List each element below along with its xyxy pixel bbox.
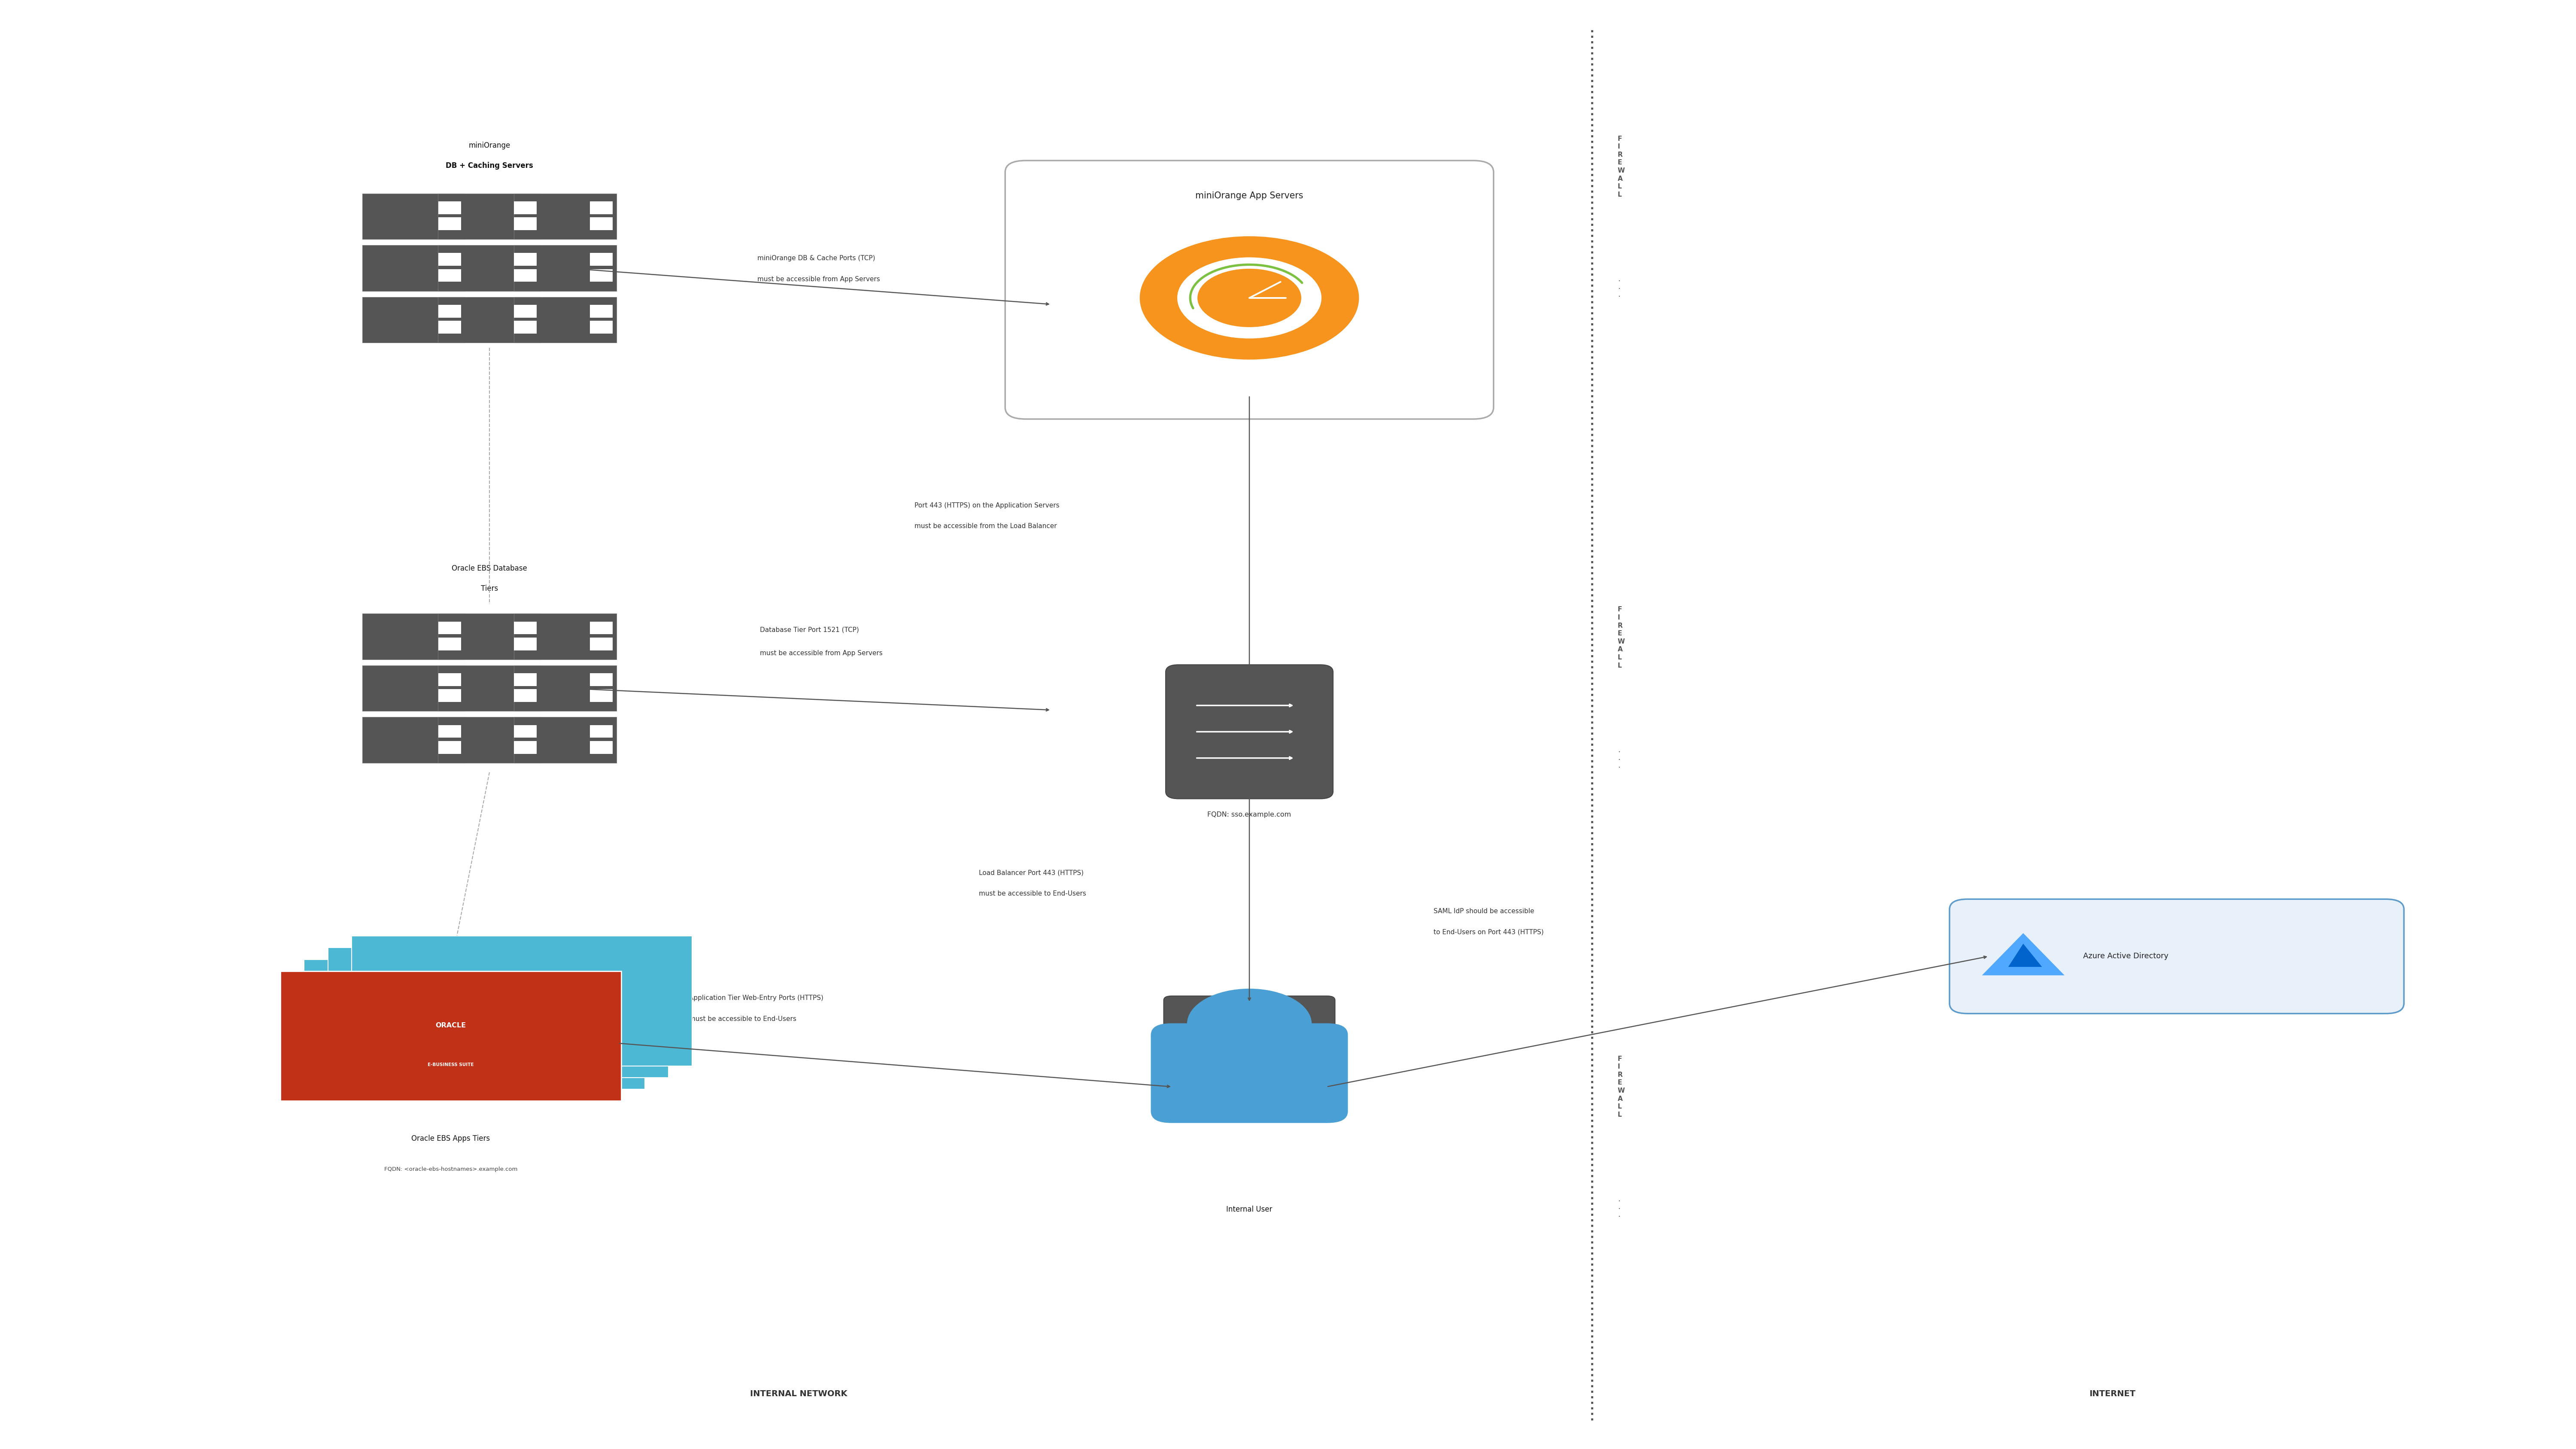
Polygon shape bbox=[1981, 933, 2063, 975]
FancyBboxPatch shape bbox=[438, 194, 541, 239]
FancyBboxPatch shape bbox=[438, 217, 461, 230]
Text: F
I
R
E
W
A
L
L: F I R E W A L L bbox=[1618, 135, 1625, 199]
Circle shape bbox=[1198, 268, 1301, 327]
FancyBboxPatch shape bbox=[590, 674, 613, 685]
FancyBboxPatch shape bbox=[590, 304, 613, 317]
FancyBboxPatch shape bbox=[304, 959, 644, 1090]
FancyBboxPatch shape bbox=[590, 638, 613, 651]
Text: SAML IdP should be accessible: SAML IdP should be accessible bbox=[1432, 909, 1535, 914]
Text: F
I
R
E
W
A
L
L: F I R E W A L L bbox=[1618, 1055, 1625, 1119]
Text: miniOrange: miniOrange bbox=[469, 142, 510, 149]
FancyBboxPatch shape bbox=[327, 948, 670, 1078]
FancyBboxPatch shape bbox=[1164, 665, 1334, 798]
Text: E-BUSINESS SUITE: E-BUSINESS SUITE bbox=[428, 1062, 474, 1066]
FancyBboxPatch shape bbox=[438, 614, 541, 659]
Text: INTERNET: INTERNET bbox=[2089, 1390, 2136, 1398]
FancyBboxPatch shape bbox=[363, 614, 466, 659]
FancyBboxPatch shape bbox=[515, 638, 536, 651]
FancyBboxPatch shape bbox=[515, 201, 536, 214]
FancyBboxPatch shape bbox=[363, 297, 466, 342]
Text: Internal User: Internal User bbox=[1226, 1206, 1273, 1213]
Text: FQDN: <oracle-ebs-hostnames>.example.com: FQDN: <oracle-ebs-hostnames>.example.com bbox=[384, 1166, 518, 1172]
FancyBboxPatch shape bbox=[513, 665, 616, 711]
FancyBboxPatch shape bbox=[515, 304, 536, 317]
Text: Azure Active Directory: Azure Active Directory bbox=[2084, 952, 2169, 961]
Text: miniOrange App Servers: miniOrange App Servers bbox=[1195, 191, 1303, 200]
Circle shape bbox=[1177, 258, 1321, 339]
FancyBboxPatch shape bbox=[515, 217, 536, 230]
Circle shape bbox=[1188, 988, 1311, 1059]
FancyBboxPatch shape bbox=[590, 690, 613, 701]
FancyBboxPatch shape bbox=[515, 270, 536, 281]
FancyBboxPatch shape bbox=[513, 297, 616, 342]
Circle shape bbox=[1139, 236, 1360, 359]
FancyBboxPatch shape bbox=[1950, 900, 2403, 1013]
Text: Database Tier Port 1521 (TCP): Database Tier Port 1521 (TCP) bbox=[760, 627, 858, 633]
FancyBboxPatch shape bbox=[438, 254, 461, 265]
FancyBboxPatch shape bbox=[590, 622, 613, 635]
Text: must be accessible from the Load Balancer: must be accessible from the Load Balance… bbox=[914, 523, 1056, 529]
FancyBboxPatch shape bbox=[438, 740, 461, 753]
FancyBboxPatch shape bbox=[438, 201, 461, 214]
FancyBboxPatch shape bbox=[350, 936, 693, 1066]
FancyBboxPatch shape bbox=[438, 724, 461, 738]
Text: Load Balancer Port 443 (HTTPS): Load Balancer Port 443 (HTTPS) bbox=[979, 869, 1084, 875]
FancyBboxPatch shape bbox=[515, 622, 536, 635]
Text: DB + Caching Servers: DB + Caching Servers bbox=[446, 162, 533, 170]
Text: INTERNAL NETWORK: INTERNAL NETWORK bbox=[750, 1390, 848, 1398]
FancyBboxPatch shape bbox=[590, 254, 613, 265]
FancyBboxPatch shape bbox=[1151, 1023, 1347, 1123]
FancyBboxPatch shape bbox=[515, 320, 536, 333]
FancyBboxPatch shape bbox=[513, 614, 616, 659]
FancyBboxPatch shape bbox=[1005, 161, 1494, 419]
FancyBboxPatch shape bbox=[515, 740, 536, 753]
FancyBboxPatch shape bbox=[438, 297, 541, 342]
FancyBboxPatch shape bbox=[590, 740, 613, 753]
Text: Oracle EBS Database: Oracle EBS Database bbox=[451, 565, 528, 572]
Text: must be accessible to End-Users: must be accessible to End-Users bbox=[688, 1016, 796, 1022]
Text: must be accessible to End-Users: must be accessible to End-Users bbox=[979, 890, 1087, 897]
FancyBboxPatch shape bbox=[438, 622, 461, 635]
FancyBboxPatch shape bbox=[438, 674, 461, 685]
Text: Port 443 (HTTPS) on the Application Servers: Port 443 (HTTPS) on the Application Serv… bbox=[914, 503, 1059, 509]
FancyBboxPatch shape bbox=[590, 201, 613, 214]
FancyBboxPatch shape bbox=[438, 638, 461, 651]
FancyBboxPatch shape bbox=[515, 724, 536, 738]
Text: to End-Users on Port 443 (HTTPS): to End-Users on Port 443 (HTTPS) bbox=[1432, 929, 1543, 935]
FancyBboxPatch shape bbox=[1164, 995, 1334, 1072]
FancyBboxPatch shape bbox=[363, 717, 466, 762]
FancyBboxPatch shape bbox=[513, 717, 616, 762]
FancyBboxPatch shape bbox=[363, 194, 466, 239]
FancyBboxPatch shape bbox=[438, 245, 541, 291]
FancyBboxPatch shape bbox=[515, 254, 536, 265]
FancyBboxPatch shape bbox=[515, 674, 536, 685]
FancyBboxPatch shape bbox=[438, 304, 461, 317]
Text: Application Tier Web-Entry Ports (HTTPS): Application Tier Web-Entry Ports (HTTPS) bbox=[688, 995, 824, 1001]
Text: Oracle EBS Apps Tiers: Oracle EBS Apps Tiers bbox=[412, 1135, 489, 1142]
FancyBboxPatch shape bbox=[438, 320, 461, 333]
FancyBboxPatch shape bbox=[363, 245, 466, 291]
FancyBboxPatch shape bbox=[590, 320, 613, 333]
FancyBboxPatch shape bbox=[590, 724, 613, 738]
Text: miniOrange DB & Cache Ports (TCP): miniOrange DB & Cache Ports (TCP) bbox=[757, 255, 876, 261]
FancyBboxPatch shape bbox=[438, 717, 541, 762]
Text: FQDN: sso.example.com: FQDN: sso.example.com bbox=[1208, 811, 1291, 817]
Text: F
I
R
E
W
A
L
L: F I R E W A L L bbox=[1618, 606, 1625, 669]
FancyBboxPatch shape bbox=[515, 690, 536, 701]
FancyBboxPatch shape bbox=[438, 665, 541, 711]
Polygon shape bbox=[2009, 943, 2043, 966]
Text: ORACLE: ORACLE bbox=[435, 1023, 466, 1029]
FancyBboxPatch shape bbox=[513, 194, 616, 239]
Text: must be accessible from App Servers: must be accessible from App Servers bbox=[757, 275, 881, 283]
FancyBboxPatch shape bbox=[438, 270, 461, 281]
FancyBboxPatch shape bbox=[590, 270, 613, 281]
FancyBboxPatch shape bbox=[363, 665, 466, 711]
Text: must be accessible from App Servers: must be accessible from App Servers bbox=[760, 651, 884, 656]
FancyBboxPatch shape bbox=[513, 245, 616, 291]
Text: Tiers: Tiers bbox=[482, 585, 497, 593]
FancyBboxPatch shape bbox=[590, 217, 613, 230]
FancyBboxPatch shape bbox=[281, 971, 621, 1101]
FancyBboxPatch shape bbox=[438, 690, 461, 701]
